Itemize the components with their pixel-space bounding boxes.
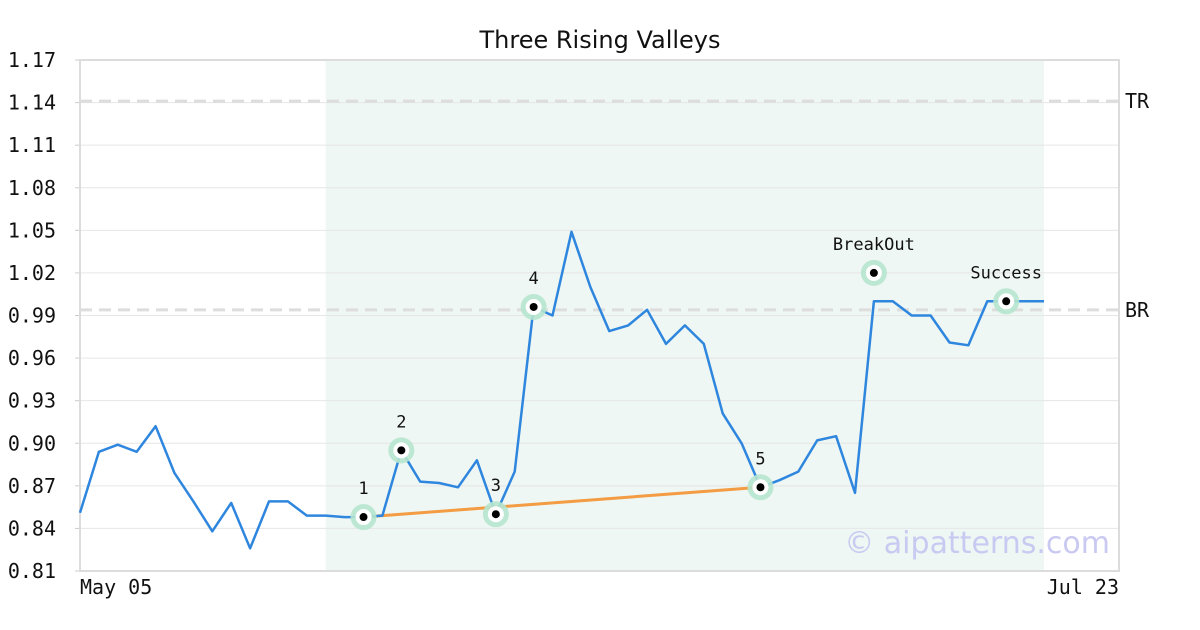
- y-tick-label: 1.05: [8, 218, 56, 242]
- y-tick-label: 0.99: [8, 304, 56, 328]
- plot-frame: [79, 59, 1120, 572]
- annotation-dot: [756, 483, 765, 492]
- chart-title: Three Rising Valleys: [478, 26, 720, 54]
- annotation-dot: [529, 302, 538, 311]
- chart-annotations: 1 2 3 4 5 BreakOut Success: [350, 235, 1042, 531]
- annotation-label: Success: [970, 263, 1042, 283]
- annotation-label: 1: [358, 479, 368, 499]
- watermark: © aipatterns.com: [844, 526, 1110, 561]
- level-label: TR: [1125, 89, 1150, 113]
- annotation-dot: [397, 446, 406, 455]
- y-tick-label: 0.93: [8, 389, 56, 413]
- x-tick-label: Jul 23: [1047, 575, 1119, 599]
- annotation-label: 2: [396, 412, 406, 432]
- annotation-dot: [359, 513, 368, 522]
- annotation-label: BreakOut: [833, 235, 915, 255]
- level-label: BR: [1125, 298, 1150, 322]
- chart-tick-labels: 0.81 0.84 0.87 0.90 0.93 0.96 0.99 1.02 1.05 1.08…: [8, 48, 1119, 599]
- annotation-label: 3: [491, 476, 501, 496]
- y-tick-label: 0.87: [8, 474, 56, 498]
- series-line: [78, 230, 1044, 550]
- y-tick-label: 1.17: [8, 48, 56, 72]
- annotation-dot: [491, 510, 500, 519]
- pattern-line: [363, 485, 761, 519]
- y-tick-label: 1.11: [8, 133, 56, 157]
- annotation-label: 4: [529, 269, 539, 289]
- chart-series: [78, 230, 1044, 550]
- y-tick-label: 0.84: [8, 516, 56, 540]
- y-tick-label: 1.02: [8, 261, 56, 285]
- y-tick-label: 0.96: [8, 346, 56, 370]
- x-tick-label: May 05: [80, 575, 152, 599]
- y-tick-label: 0.81: [8, 559, 56, 583]
- annotation-dot: [869, 268, 878, 277]
- annotation-label: 5: [755, 449, 765, 469]
- y-tick-label: 0.90: [8, 431, 56, 455]
- y-tick-label: 1.14: [8, 91, 56, 115]
- y-tick-label: 1.08: [8, 176, 56, 200]
- annotation-dot: [1002, 297, 1011, 306]
